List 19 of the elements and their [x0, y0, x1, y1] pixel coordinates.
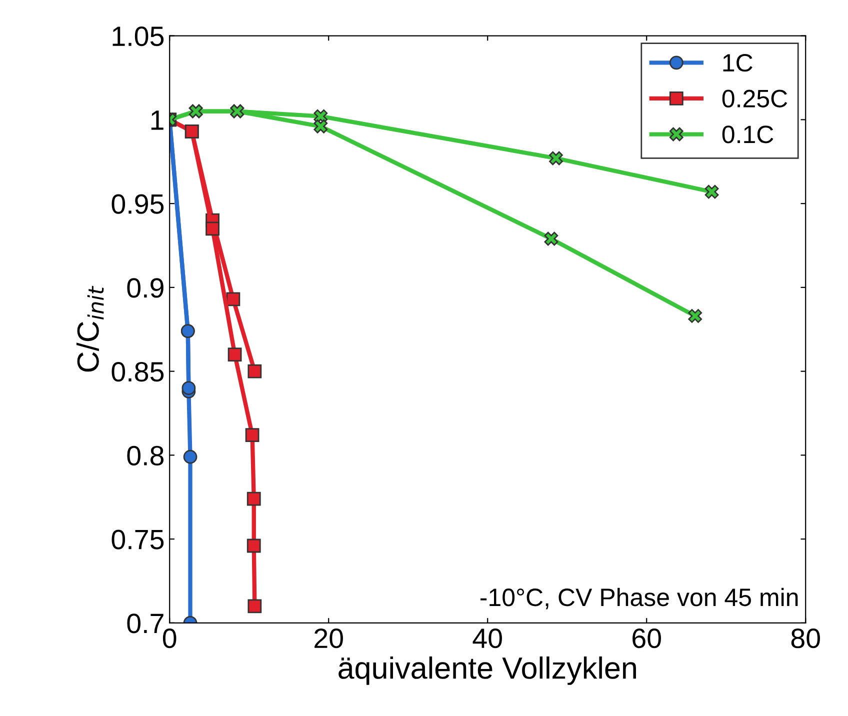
y-tick-label: 1.05 — [112, 26, 164, 46]
y-tick-label: 0.85 — [112, 362, 164, 382]
y-tick-label: 0.95 — [112, 194, 164, 214]
y-axis-title: C/C$_{init}$ — [76, 286, 104, 372]
y-tick-label: 0.7 — [127, 614, 164, 634]
legend-label: 1C — [723, 54, 752, 72]
x-tick-label: 40 — [472, 628, 502, 648]
annotation: -10°C, CV Phase von 45 min — [480, 588, 798, 610]
x-tick-label: 60 — [632, 628, 661, 648]
legend-label: 0.1C — [722, 126, 774, 144]
y-tick-label: 0.8 — [127, 446, 164, 466]
x-tick-label: 20 — [314, 628, 343, 648]
y-tick-label: 1 — [151, 110, 164, 130]
y-tick-label: 0.9 — [127, 278, 164, 298]
x-axis-title: äquivalente Vollzyklen — [338, 656, 636, 685]
x-tick-label: 0 — [162, 628, 176, 648]
y-tick-label: 0.75 — [112, 530, 164, 550]
legend-label: 0.25C — [722, 90, 788, 108]
x-tick-label: 80 — [791, 628, 820, 648]
